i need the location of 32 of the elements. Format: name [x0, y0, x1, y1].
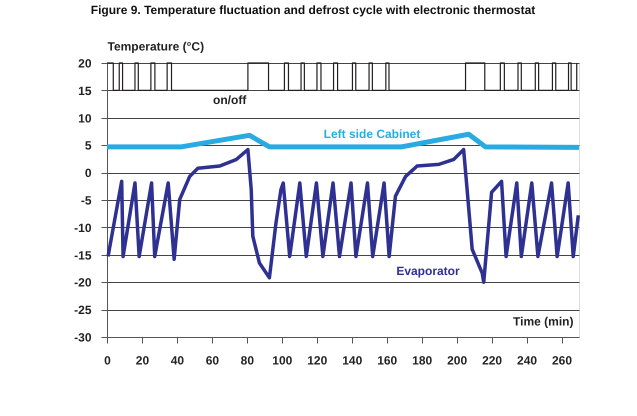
y-tick-label: -15 — [74, 248, 92, 262]
x-tick-label: 60 — [206, 354, 220, 368]
chart-title: Figure 9. Temperature fluctuation and defrost cycle with electronic thermostat — [90, 3, 536, 17]
y-tick-label: 15 — [78, 84, 92, 98]
x-tick-label: 40 — [170, 354, 184, 368]
line-series — [106, 148, 580, 284]
series-label: Evaporator — [396, 264, 460, 278]
x-tick-label: 160 — [377, 354, 398, 368]
x-tick-label: 100 — [272, 354, 293, 368]
y-tick-label: -10 — [74, 220, 92, 235]
x-tick-label: 240 — [517, 354, 538, 368]
y-tick-label: 0 — [84, 166, 92, 180]
x-tick-label: 120 — [307, 354, 328, 368]
series-label: Left side Cabinet — [324, 127, 420, 141]
x-tick-label: 220 — [482, 354, 502, 368]
x-tick-label: 0 — [104, 354, 112, 368]
y-tick-label: 10 — [78, 111, 92, 126]
x-tick-label: 260 — [552, 354, 572, 368]
x-tick-label: 80 — [240, 354, 254, 368]
x-tick-label: 140 — [342, 354, 363, 368]
y-tick-label: -5 — [80, 194, 92, 208]
x-axis-title: Time (min) — [513, 314, 574, 328]
y-tick-label: -25 — [74, 303, 92, 318]
x-tick-label: 20 — [136, 354, 150, 368]
y-tick-label: -20 — [74, 276, 92, 290]
y-axis-title: Temperature (°C) — [108, 40, 204, 54]
x-tick-label: 200 — [447, 354, 468, 368]
y-tick-label: 5 — [84, 138, 92, 153]
y-tick-label: 20 — [78, 56, 92, 70]
x-tick-label: 180 — [412, 354, 432, 368]
series-label: on/off — [213, 93, 248, 107]
y-tick-label: -30 — [74, 330, 92, 344]
